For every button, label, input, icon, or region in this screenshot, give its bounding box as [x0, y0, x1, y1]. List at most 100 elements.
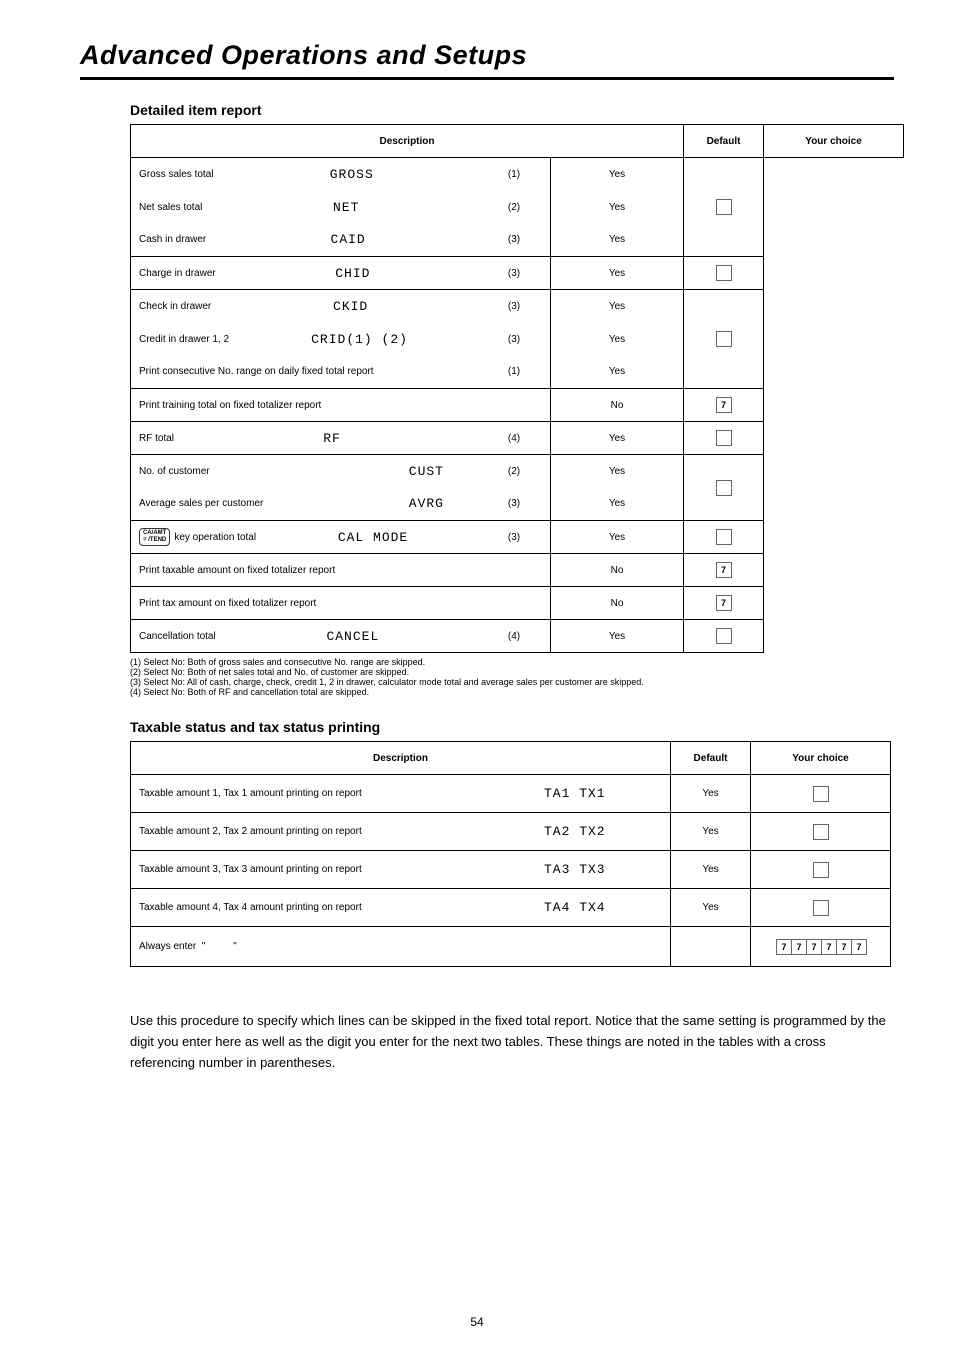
note-ref: (3) — [484, 334, 544, 345]
table-row: Net sales totalNET(2) Yes — [131, 191, 904, 224]
table-row: Taxable amount 4, Tax 4 amount printing … — [131, 889, 891, 927]
table-row: Print consecutive No. range on daily fix… — [131, 356, 904, 389]
table-row: Always enter " " 777777 — [131, 927, 891, 967]
desc: Taxable amount 4, Tax 4 amount printing … — [139, 902, 544, 913]
note-ref: (4) — [484, 631, 544, 642]
desc: Cash in drawer — [139, 234, 212, 245]
table-header-row: Description Default Your choice — [131, 742, 891, 775]
key-7: 7 — [836, 939, 852, 955]
key-7: 7 — [791, 939, 807, 955]
col-your-choice: Your choice — [764, 125, 904, 158]
default: Yes — [671, 813, 751, 851]
lcd: GROSS — [219, 167, 484, 182]
default: Yes — [551, 620, 684, 653]
use-note: Use this procedure to specify which line… — [130, 1011, 890, 1073]
default: Yes — [551, 455, 684, 488]
table-row: Print tax amount on fixed totalizer repo… — [131, 587, 904, 620]
key-7: 7 — [776, 939, 792, 955]
default: Yes — [671, 775, 751, 813]
desc: Charge in drawer — [139, 268, 222, 279]
input-box[interactable] — [716, 331, 732, 347]
section1-heading: Detailed item report — [130, 102, 894, 118]
input-box[interactable] — [716, 265, 732, 281]
input-box[interactable] — [813, 824, 829, 840]
lcd: TA2 TX2 — [544, 824, 664, 839]
input-box[interactable] — [813, 862, 829, 878]
lcd: CRID(1) (2) — [235, 332, 484, 347]
col-description: Description — [131, 742, 671, 775]
table-row: Credit in drawer 1, 2CRID(1) (2)(3) Yes — [131, 323, 904, 356]
table-row: Print taxable amount on fixed totalizer … — [131, 554, 904, 587]
col-default: Default — [684, 125, 764, 158]
section2-table: Description Default Your choice Taxable … — [130, 741, 891, 967]
default: Yes — [551, 422, 684, 455]
table-row: CA/AMT= /TENDkey operation totalCAL MODE… — [131, 521, 904, 554]
table-row: Gross sales totalGROSS(1) Yes — [131, 158, 904, 191]
note-ref: (3) — [484, 268, 544, 279]
lcd: TA4 TX4 — [544, 900, 664, 915]
note-ref: (3) — [484, 498, 544, 509]
desc: key operation total — [174, 532, 262, 543]
note-ref: (4) — [484, 433, 544, 444]
input-box[interactable] — [716, 199, 732, 215]
input-box[interactable] — [716, 480, 732, 496]
table-row: Cash in drawerCAID(3) Yes — [131, 224, 904, 257]
input-box[interactable] — [716, 628, 732, 644]
key-7: 7 — [806, 939, 822, 955]
default: Yes — [551, 356, 684, 389]
section1-footnote: (1) Select No: Both of gross sales and c… — [130, 657, 890, 697]
desc: Taxable amount 3, Tax 3 amount printing … — [139, 864, 544, 875]
table-row: Average sales per customerAVRG(3) Yes — [131, 488, 904, 521]
desc: Net sales total — [139, 202, 208, 213]
default — [671, 927, 751, 967]
input-box[interactable] — [716, 529, 732, 545]
desc: Print taxable amount on fixed totalizer … — [139, 565, 544, 576]
table-row: Cancellation totalCANCEL(4) Yes — [131, 620, 904, 653]
title-rule — [80, 77, 894, 80]
your-choice-cell — [684, 620, 764, 653]
lcd: CKID — [217, 299, 484, 314]
default: Yes — [551, 257, 684, 290]
table-header-row: Description Default Your choice — [131, 125, 904, 158]
default: No — [551, 587, 684, 620]
key-7: 7 — [851, 939, 867, 955]
key-7: 7 — [821, 939, 837, 955]
note-ref: (2) — [484, 466, 544, 477]
section2-heading: Taxable status and tax status printing — [130, 719, 894, 735]
your-choice-cell — [751, 813, 891, 851]
desc: Always enter " " — [139, 941, 664, 952]
lcd: AVRG — [269, 496, 484, 511]
default: Yes — [551, 224, 684, 257]
default: No — [551, 389, 684, 422]
desc: Credit in drawer 1, 2 — [139, 334, 235, 345]
desc: Check in drawer — [139, 301, 217, 312]
your-choice-cell — [751, 775, 891, 813]
default: Yes — [671, 851, 751, 889]
desc: Taxable amount 1, Tax 1 amount printing … — [139, 788, 544, 799]
default: Yes — [671, 889, 751, 927]
input-box[interactable] — [813, 900, 829, 916]
your-choice-cell — [751, 851, 891, 889]
col-default: Default — [671, 742, 751, 775]
your-choice-cell — [684, 422, 764, 455]
desc: Print tax amount on fixed totalizer repo… — [139, 598, 544, 609]
note-ref: (1) — [484, 366, 544, 377]
default: Yes — [551, 290, 684, 323]
table-row: RF totalRF(4) Yes — [131, 422, 904, 455]
table-row: Print training total on fixed totalizer … — [131, 389, 904, 422]
your-choice-cell — [684, 257, 764, 290]
lcd: NET — [208, 200, 484, 215]
desc: Average sales per customer — [139, 498, 269, 509]
your-choice-cell — [684, 521, 764, 554]
input-box[interactable] — [716, 430, 732, 446]
lcd: CANCEL — [222, 629, 484, 644]
your-choice-cell — [684, 455, 764, 521]
input-box[interactable] — [813, 786, 829, 802]
desc: Cancellation total — [139, 631, 222, 642]
key-7: 7 — [716, 595, 732, 611]
lcd: CUST — [216, 464, 484, 479]
key-7: 7 — [716, 562, 732, 578]
lcd: CHID — [222, 266, 484, 281]
ca-amt-key-icon: CA/AMT= /TEND — [139, 528, 170, 546]
key-row: 777777 — [776, 941, 866, 952]
